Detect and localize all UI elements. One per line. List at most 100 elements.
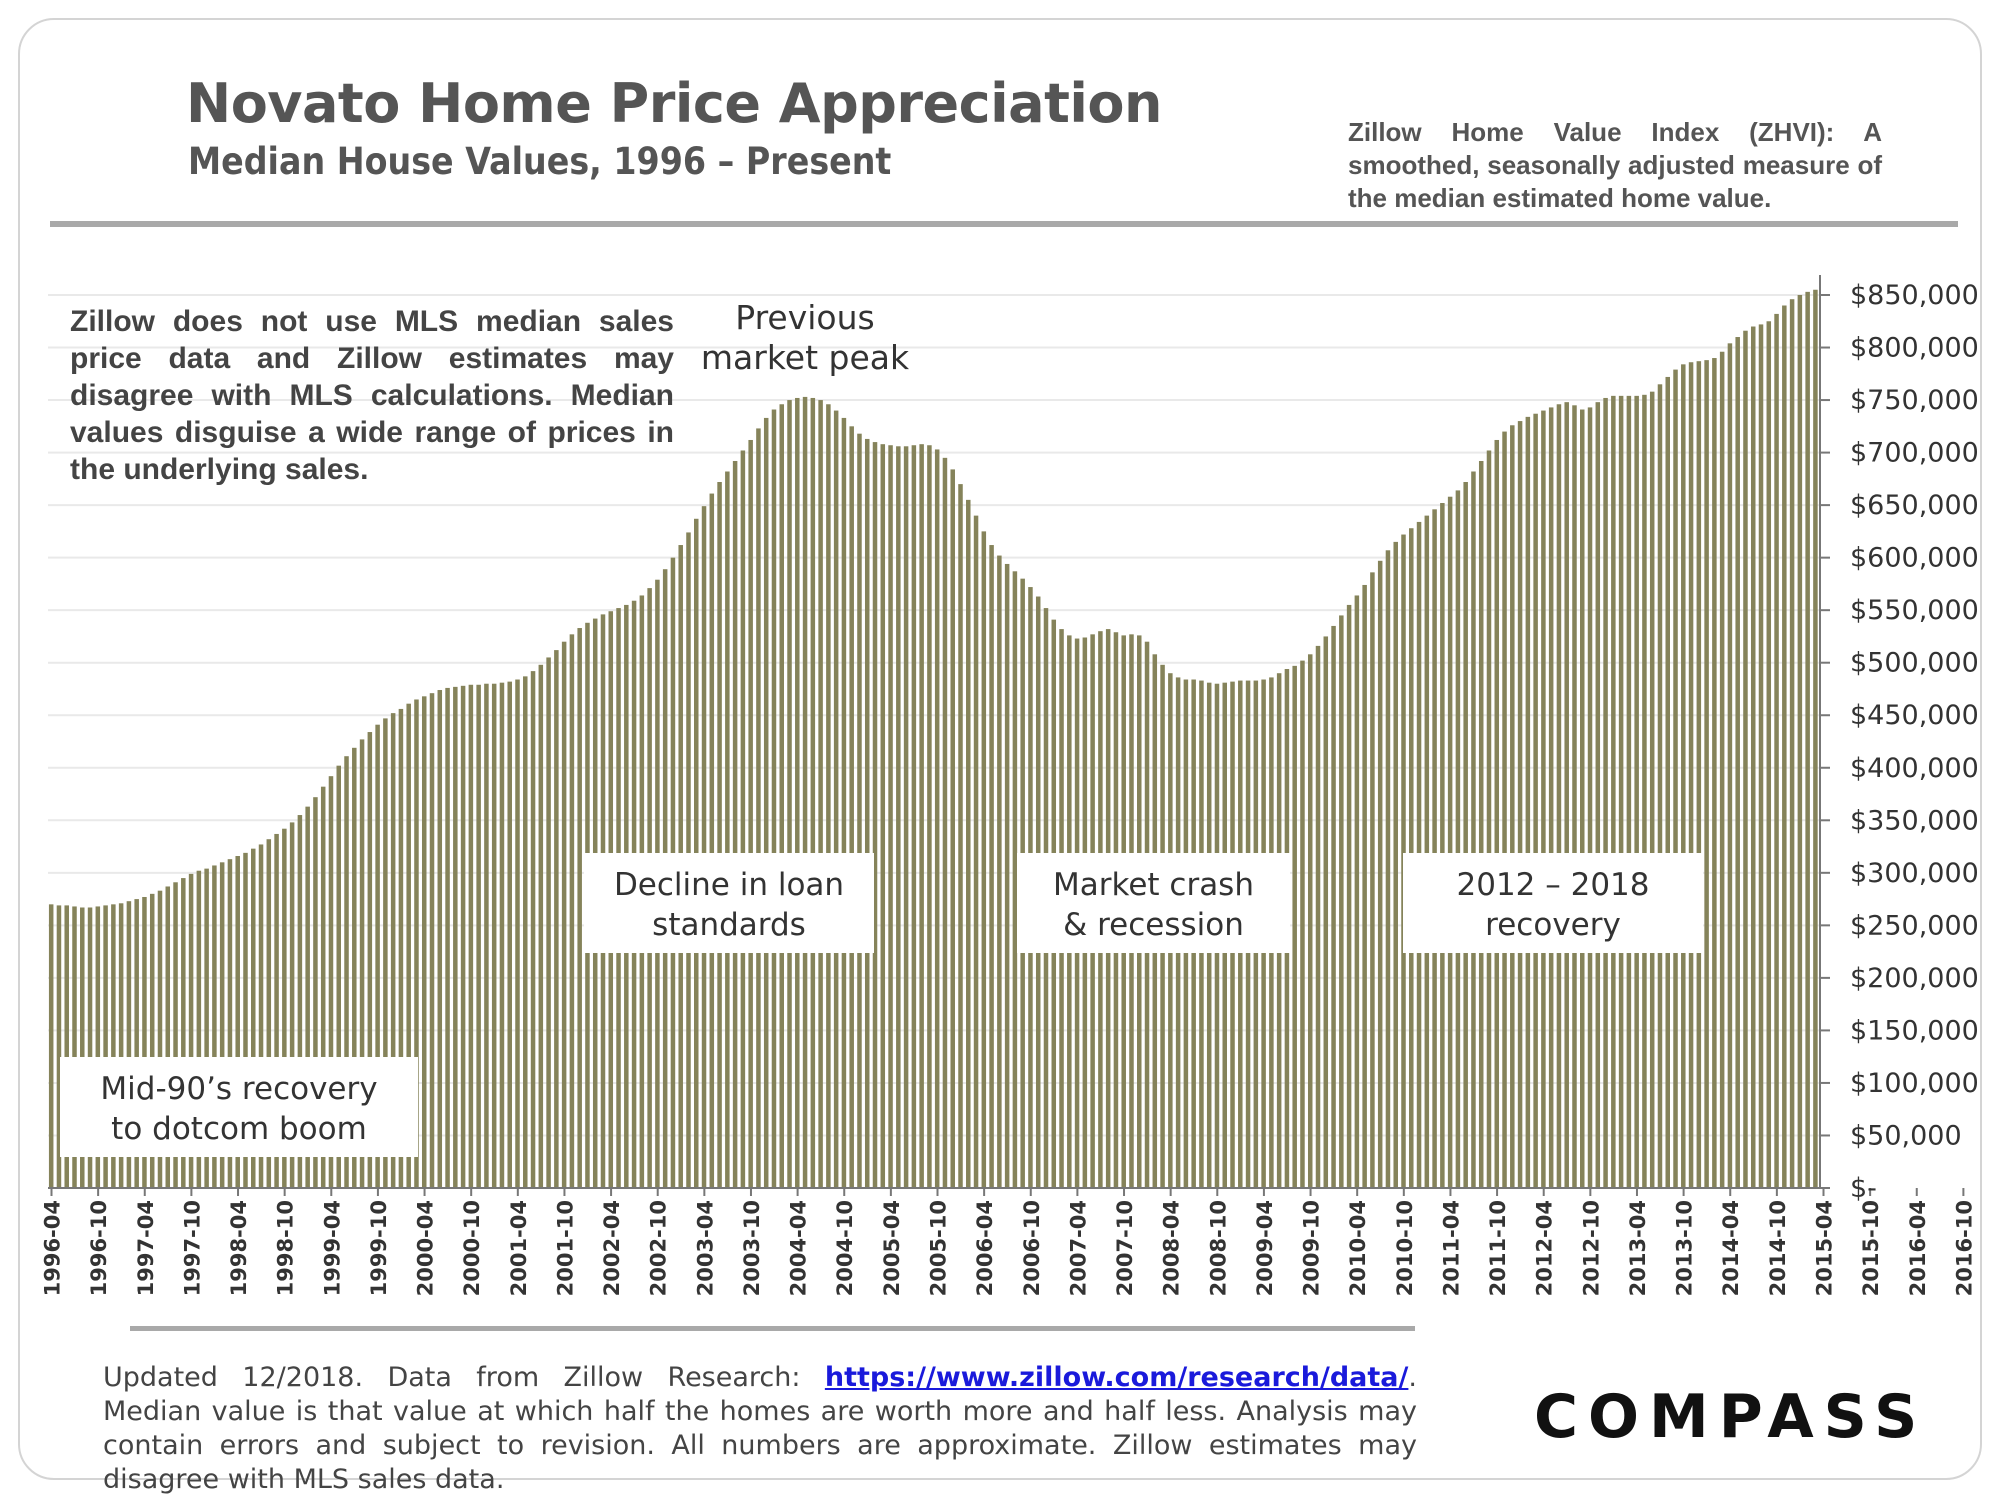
bar	[1440, 503, 1445, 1188]
y-tick-label: $300,000	[1850, 858, 1979, 889]
bar	[1649, 391, 1655, 1188]
annotation-line: Mid-90’s recovery	[100, 1071, 378, 1107]
bar	[927, 445, 932, 1188]
bar	[289, 822, 295, 1188]
x-tick-label: 2003-10	[740, 1200, 764, 1296]
annotation-loan-decline: Decline in loan standards	[584, 853, 874, 953]
zillow-research-link[interactable]: https://www.zillow.com/research/data/	[824, 1362, 1409, 1393]
y-tick-label: $150,000	[1850, 1015, 1979, 1046]
bar	[1525, 416, 1531, 1188]
annotation-recovery: 2012 – 2018 recovery	[1403, 853, 1703, 953]
bar	[530, 671, 536, 1188]
bar	[1774, 313, 1779, 1188]
y-tick-label: $200,000	[1850, 963, 1979, 994]
bar	[251, 848, 256, 1188]
x-tick-label: 2012-04	[1533, 1200, 1557, 1296]
y-tick-label: $250,000	[1850, 910, 1979, 941]
x-tick-label: 2012-10	[1579, 1200, 1603, 1296]
bar	[1634, 395, 1639, 1189]
bar	[134, 899, 139, 1188]
x-tick-label: 2015-04	[1812, 1200, 1836, 1296]
bar	[48, 904, 54, 1188]
bar	[725, 471, 730, 1189]
bar	[437, 690, 443, 1188]
bar	[1455, 490, 1461, 1188]
bar	[56, 905, 62, 1188]
bar	[1766, 321, 1772, 1188]
y-tick-label: $550,000	[1850, 595, 1979, 626]
x-tick-label: 1998-04	[227, 1200, 251, 1296]
x-tick-label: 2002-04	[600, 1200, 624, 1296]
x-tick-label: 1997-10	[180, 1200, 204, 1296]
bar	[833, 410, 839, 1188]
bar	[1315, 645, 1321, 1188]
bar	[826, 404, 831, 1188]
bar	[903, 446, 909, 1189]
bar	[756, 428, 761, 1189]
annotation-line: 2012 – 2018	[1456, 867, 1650, 903]
compass-logo: COMPASS	[1534, 1382, 1928, 1452]
bar	[406, 703, 411, 1188]
bar	[398, 708, 404, 1188]
bar	[227, 859, 233, 1188]
header-divider	[50, 221, 1958, 227]
bar	[1517, 421, 1523, 1189]
bar	[973, 515, 979, 1188]
bar	[569, 634, 575, 1188]
bar	[896, 446, 901, 1189]
y-tick-label: $750,000	[1850, 385, 1979, 416]
x-tick-label: 2003-04	[693, 1200, 717, 1296]
bar	[740, 450, 746, 1188]
bar	[515, 679, 520, 1188]
annotation-line: to dotcom boom	[111, 1111, 367, 1147]
bar	[1510, 425, 1515, 1188]
bar	[126, 901, 132, 1188]
y-tick-label: $800,000	[1850, 333, 1979, 364]
bar	[103, 905, 108, 1188]
bar	[1471, 471, 1476, 1189]
bar	[1339, 615, 1344, 1188]
bar	[934, 449, 940, 1188]
bar	[1642, 394, 1647, 1188]
bar	[1331, 625, 1336, 1188]
y-tick-label: $-	[1850, 1173, 1877, 1204]
bar	[818, 400, 823, 1188]
bar	[950, 469, 955, 1188]
bar	[297, 815, 303, 1188]
x-tick-label: 2004-10	[833, 1200, 857, 1296]
bar	[1813, 289, 1818, 1188]
bar	[1564, 402, 1569, 1188]
bar	[445, 687, 450, 1188]
bar	[1727, 343, 1733, 1189]
bar	[717, 482, 722, 1188]
bar	[1735, 337, 1740, 1188]
bar	[157, 890, 163, 1188]
page-title: Novato Home Price Appreciation	[186, 72, 1162, 135]
methodology-note: Zillow does not use MLS median sales pri…	[70, 305, 674, 486]
bar	[181, 878, 186, 1188]
y-tick-label: $600,000	[1850, 543, 1979, 574]
bar	[802, 396, 808, 1188]
bar	[453, 686, 458, 1188]
bar	[305, 806, 310, 1188]
x-tick-label: 1999-10	[367, 1200, 391, 1296]
bar	[849, 426, 854, 1189]
bar	[1502, 431, 1507, 1188]
bar	[911, 445, 917, 1188]
bar	[966, 499, 971, 1188]
bar	[1696, 361, 1702, 1188]
bar	[1533, 413, 1538, 1189]
bar	[795, 397, 800, 1188]
bar	[1572, 405, 1577, 1188]
x-tick-label: 2014-04	[1719, 1200, 1743, 1296]
x-tick-label: 2004-04	[787, 1200, 811, 1296]
axes	[48, 275, 1965, 1196]
bar	[748, 439, 753, 1188]
bar	[383, 718, 388, 1188]
bar	[1673, 369, 1678, 1188]
bar	[1300, 660, 1305, 1188]
bar	[1377, 560, 1383, 1188]
x-tick-label: 2007-04	[1066, 1200, 1090, 1296]
bar	[1587, 407, 1593, 1188]
bar	[732, 460, 738, 1189]
